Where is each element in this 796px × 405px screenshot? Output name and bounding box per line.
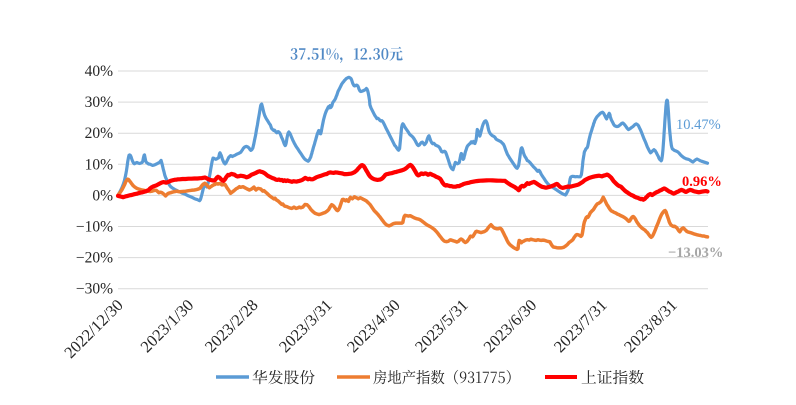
svg-text:20%: 20% xyxy=(85,125,114,142)
svg-text:0.96%: 0.96% xyxy=(682,174,722,190)
svg-text:10.47%: 10.47% xyxy=(676,117,721,133)
svg-text:2022/12/30: 2022/12/30 xyxy=(60,295,127,362)
svg-text:30%: 30% xyxy=(85,94,114,111)
svg-text:2023/6/30: 2023/6/30 xyxy=(480,295,541,356)
svg-text:0%: 0% xyxy=(92,187,113,204)
svg-text:2023/3/31: 2023/3/31 xyxy=(275,295,336,356)
svg-text:2023/5/31: 2023/5/31 xyxy=(411,295,472,356)
svg-text:2023/2/28: 2023/2/28 xyxy=(201,295,262,356)
svg-text:2023/4/30: 2023/4/30 xyxy=(343,295,404,356)
svg-text:−10%: −10% xyxy=(76,219,113,236)
svg-text:2023/7/31: 2023/7/31 xyxy=(550,295,611,356)
svg-text:−13.03%: −13.03% xyxy=(668,245,723,261)
svg-text:−30%: −30% xyxy=(76,281,113,298)
svg-text:−20%: −20% xyxy=(76,250,113,267)
svg-text:2023/8/31: 2023/8/31 xyxy=(620,295,681,356)
svg-text:40%: 40% xyxy=(85,63,114,80)
svg-text:10%: 10% xyxy=(85,156,114,173)
svg-text:2023/1/30: 2023/1/30 xyxy=(137,295,198,356)
